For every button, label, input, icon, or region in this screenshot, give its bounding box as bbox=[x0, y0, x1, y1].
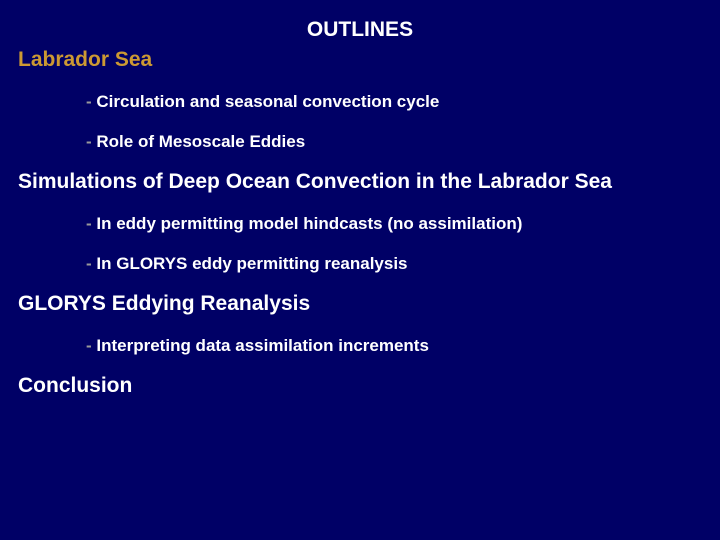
bullet-item: - In eddy permitting model hindcasts (no… bbox=[86, 214, 702, 234]
dash-icon: - bbox=[86, 214, 96, 233]
dash-icon: - bbox=[86, 132, 96, 151]
bullet-item: - Interpreting data assimilation increme… bbox=[86, 336, 702, 356]
slide-title: OUTLINES bbox=[18, 18, 702, 42]
bullet-item: - Role of Mesoscale Eddies bbox=[86, 132, 702, 152]
section-heading-0: Labrador Sea bbox=[18, 48, 702, 72]
bullet-text: Circulation and seasonal convection cycl… bbox=[96, 92, 439, 111]
section-heading-1: Simulations of Deep Ocean Convection in … bbox=[18, 170, 702, 194]
bullet-text: Interpreting data assimilation increment… bbox=[96, 336, 429, 355]
section-heading-3: Conclusion bbox=[18, 374, 702, 398]
bullet-item: - In GLORYS eddy permitting reanalysis bbox=[86, 254, 702, 274]
section-heading-2: GLORYS Eddying Reanalysis bbox=[18, 292, 702, 316]
bullet-text: Role of Mesoscale Eddies bbox=[96, 132, 305, 151]
dash-icon: - bbox=[86, 92, 96, 111]
bullet-item: - Circulation and seasonal convection cy… bbox=[86, 92, 702, 112]
bullet-text: In GLORYS eddy permitting reanalysis bbox=[96, 254, 407, 273]
bullet-text: In eddy permitting model hindcasts (no a… bbox=[96, 214, 522, 233]
dash-icon: - bbox=[86, 336, 96, 355]
dash-icon: - bbox=[86, 254, 96, 273]
